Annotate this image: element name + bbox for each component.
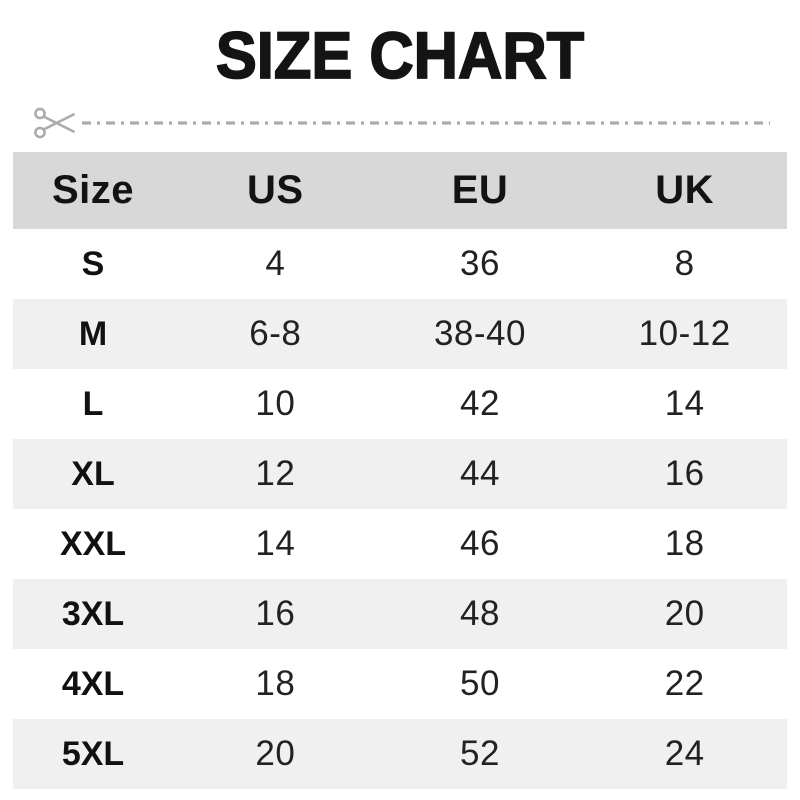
size-cell: 5XL [61,734,125,773]
uk-cell: 10-12 [638,314,731,353]
us-cell: 12 [255,454,296,493]
table-row-xxl: XXL 14 46 18 [13,509,787,579]
uk-cell: 24 [664,734,705,773]
us-cell: 20 [255,734,296,773]
table-row-3xl: 3XL 16 48 20 [13,579,787,649]
us-cell: 10 [255,384,296,423]
uk-cell: 18 [664,524,705,563]
uk-cell: 16 [664,454,705,493]
size-cell: L [82,384,104,423]
eu-cell: 42 [460,384,500,423]
uk-cell: 8 [674,244,695,283]
column-header-eu: EU [451,168,509,212]
page-title: SIZE CHART [215,18,585,92]
size-cell: M [78,314,108,353]
table-row-m: M 6-8 38-40 10-12 [13,299,787,369]
eu-cell: 48 [460,594,500,633]
table-row-s: S 4 36 8 [13,229,787,299]
eu-cell: 50 [460,664,500,703]
uk-cell: 22 [664,664,705,703]
eu-cell: 36 [460,244,500,283]
size-cell: XL [71,454,115,493]
column-header-size: Size [51,168,135,212]
eu-cell: 44 [460,454,500,493]
us-cell: 4 [265,244,286,283]
scissors-icon [34,107,75,139]
size-table: Size US EU UK S 4 36 8 M 6-8 38-40 10-12… [13,152,787,789]
size-cell: S [81,244,105,283]
eu-cell: 46 [460,524,500,563]
size-cell: 3XL [61,594,125,633]
uk-cell: 20 [664,594,705,633]
uk-cell: 14 [664,384,705,423]
us-cell: 18 [255,664,296,703]
cut-line [33,104,770,142]
us-cell: 14 [255,524,296,563]
us-cell: 16 [255,594,296,633]
table-body: S 4 36 8 M 6-8 38-40 10-12 L 10 42 14 XL… [13,229,787,789]
eu-cell: 52 [460,734,500,773]
column-header-us: US [247,168,304,212]
table-row-4xl: 4XL 18 50 22 [13,649,787,719]
table-row-xl: XL 12 44 16 [13,439,787,509]
us-cell: 6-8 [249,314,302,353]
table-header-row: Size US EU UK [13,152,787,229]
eu-cell: 38-40 [433,314,526,353]
dash-dot-line [82,121,770,125]
size-cell: XXL [59,524,127,563]
size-cell: 4XL [61,664,125,703]
column-header-uk: UK [655,168,715,212]
table-row-5xl: 5XL 20 52 24 [13,719,787,789]
table-row-l: L 10 42 14 [13,369,787,439]
